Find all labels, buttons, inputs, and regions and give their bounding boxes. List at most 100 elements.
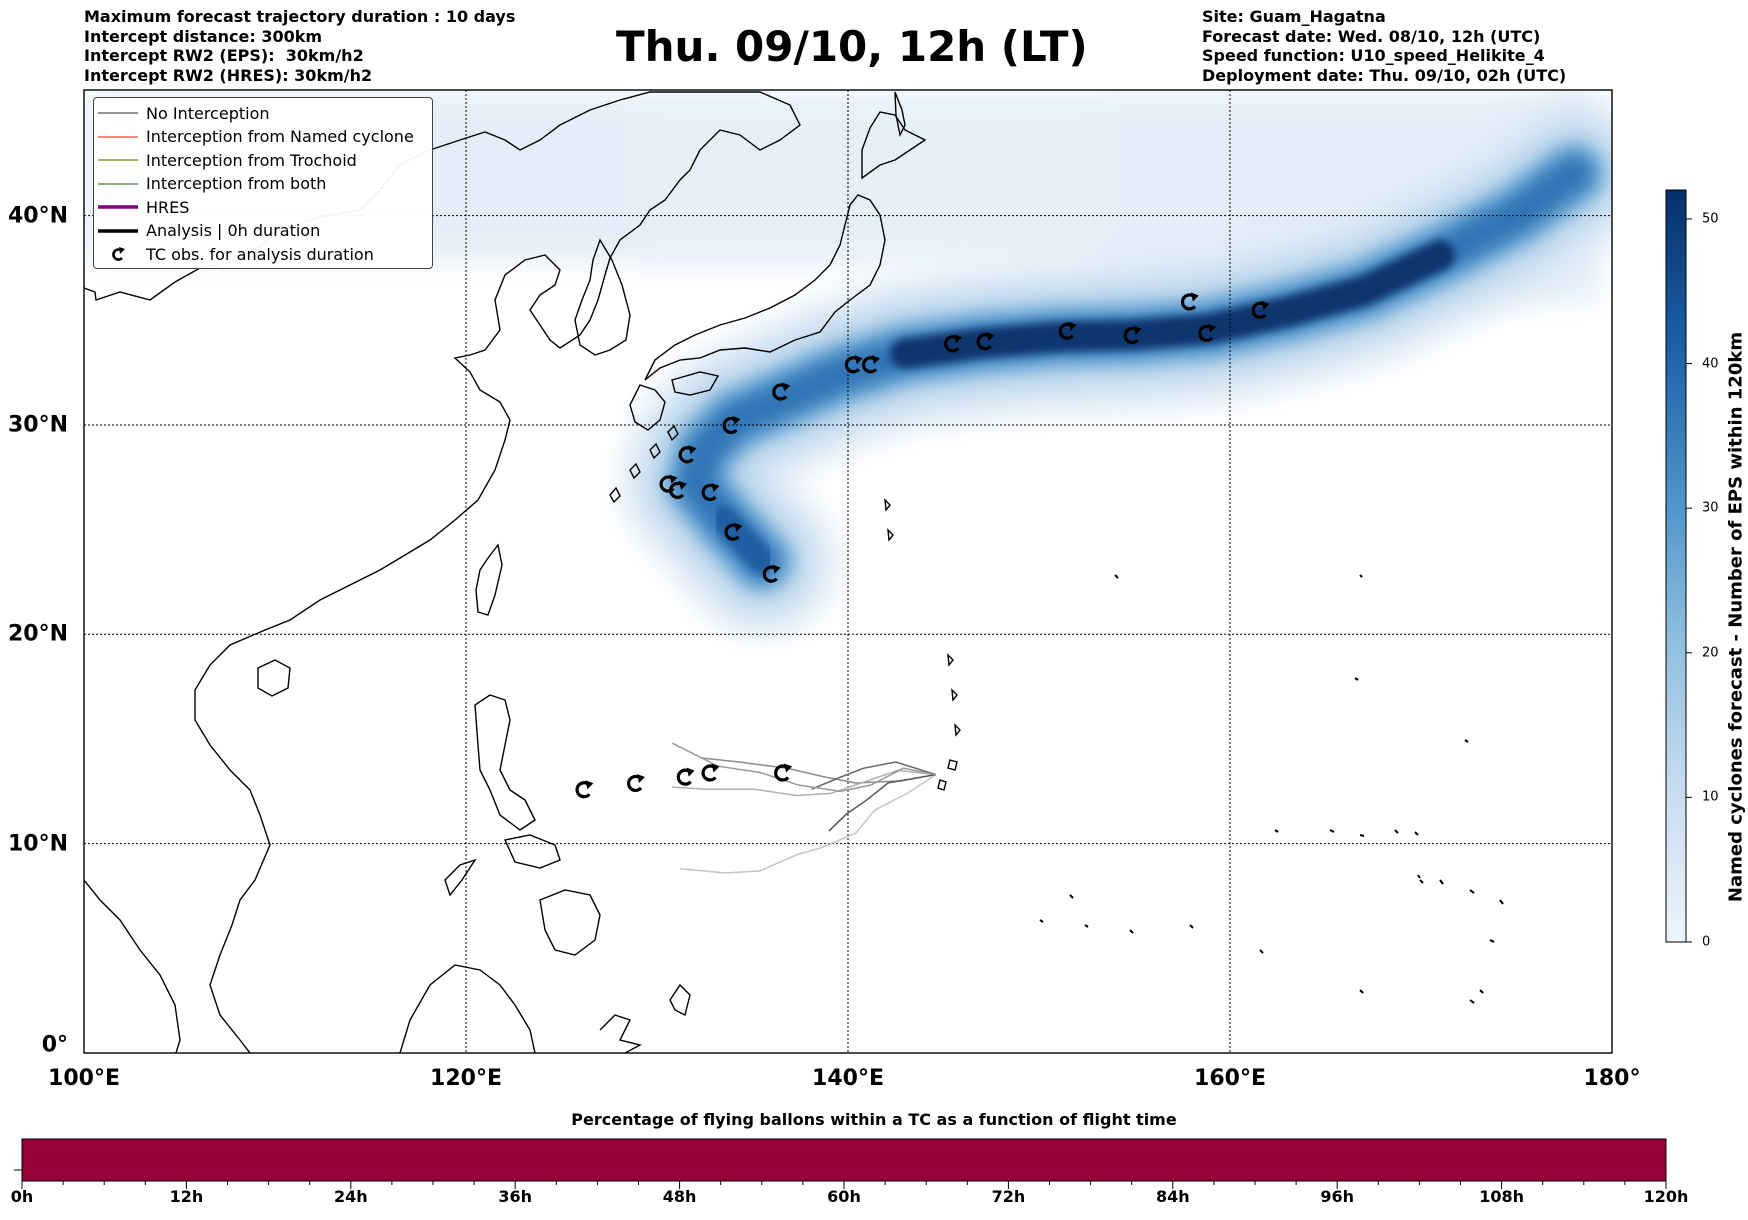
colorbar-tick-label: 20	[1702, 645, 1719, 661]
legend-label: Analysis | 0h duration	[146, 221, 321, 240]
tc-observation-marker	[772, 382, 791, 401]
legend-line-icon	[98, 102, 138, 124]
longitude-label: 100°E	[48, 1066, 120, 1091]
flight-time-label: 48h	[662, 1187, 697, 1206]
legend-entry: Interception from Trochoid	[94, 149, 357, 171]
latitude-label: 10°N	[7, 831, 68, 857]
tc-observation-marker	[575, 780, 594, 799]
site-name: Site: Guam_Hagatna	[1202, 7, 1386, 26]
coast-asia-mainland	[84, 91, 801, 1053]
param-duration: Maximum forecast trajectory duration : 1…	[84, 7, 516, 26]
tc-observation-marker	[774, 763, 793, 782]
tc-observation-marker	[844, 355, 863, 374]
legend-entry: Interception from both	[94, 173, 326, 195]
param-intercept-distance: Intercept distance: 300km	[84, 26, 323, 46]
colorbar-tick-label: 30	[1702, 500, 1719, 516]
tc-observation-marker	[944, 334, 963, 353]
site-info: Site: Guam_Hagatna Forecast date: Wed. 0…	[1202, 7, 1566, 85]
coast-mindanao	[539, 889, 601, 956]
trajectory-line	[828, 773, 936, 832]
density-field	[620, 98, 1612, 637]
flight-time-label: 12h	[169, 1187, 204, 1206]
trajectory-line	[679, 773, 937, 874]
coast-malay-peninsula	[84, 879, 181, 1053]
legend-line-icon	[98, 149, 138, 171]
tc-observation-marker	[627, 773, 645, 793]
coast-palawan	[444, 858, 477, 897]
legend-entry: HRES	[94, 196, 189, 218]
legend-label: HRES	[146, 197, 190, 217]
legend-label: No Interception	[146, 103, 270, 123]
page-title: Thu. 09/10, 12h (LT)	[616, 22, 1088, 71]
coast-taiwan	[475, 543, 503, 616]
coast-halmahera	[669, 983, 691, 1017]
density-core	[890, 240, 1456, 369]
coast-ryukyu-islands	[609, 424, 679, 504]
balloon-trajectories	[671, 742, 937, 874]
coast-borneo	[399, 964, 536, 1053]
param-rw2-hres: Intercept RW2 (HRES): 30km/h2	[84, 65, 373, 85]
forecast-date: Forecast date: Wed. 08/10, 12h (UTC)	[1202, 26, 1541, 46]
flight-time-label: 0h	[10, 1187, 34, 1206]
legend-label: Interception from Named cyclone	[146, 127, 414, 146]
flight-time-label: 108h	[1479, 1187, 1524, 1206]
tc-observation-marker	[701, 763, 720, 782]
flight-time-label: 84h	[1155, 1187, 1190, 1206]
coast-korea	[574, 238, 631, 356]
flight-time-label: 120h	[1643, 1187, 1689, 1206]
coast-mariana-islands	[937, 653, 961, 791]
coast-visayas	[503, 834, 561, 869]
tc-observation-marker	[1198, 323, 1217, 342]
coast-pacific-atolls	[1039, 574, 1504, 1004]
trajectory-line	[671, 742, 937, 793]
legend-line-icon	[98, 196, 138, 218]
speed-function: Speed function: U10_speed_Helikite_4	[1202, 46, 1545, 65]
colorbar	[1665, 189, 1687, 943]
tc-observation-marker	[1251, 300, 1270, 319]
bottom-chart-title: Percentage of flying ballons within a TC…	[571, 1110, 1177, 1129]
colorbar-label: Named cyclones forecast - Number of EPS …	[1725, 331, 1747, 903]
coast-luzon	[474, 694, 536, 831]
tc-observation-marker	[722, 415, 741, 435]
colorbar-ticks	[1686, 218, 1692, 943]
legend-line-icon	[98, 126, 138, 148]
flight-time-label: 72h	[991, 1187, 1026, 1206]
tc-observations	[575, 292, 1270, 799]
coast-japan-hokkaido	[861, 111, 927, 180]
tc-observation-marker	[659, 474, 678, 493]
longitude-label: 120°E	[430, 1066, 502, 1091]
colorbar-tick-label: 50	[1702, 211, 1719, 227]
flight-time-label: 96h	[1320, 1187, 1355, 1206]
colorbar-tick-label: 10	[1702, 789, 1719, 805]
tc-observation-marker	[724, 522, 743, 541]
tc-observation-marker	[676, 767, 695, 786]
legend-entry: No Interception	[94, 102, 270, 124]
longitude-label: 160°E	[1194, 1066, 1266, 1091]
coast-hainan	[257, 659, 291, 697]
flight-time-label: 36h	[498, 1187, 533, 1206]
flight-time-bar-chart	[14, 1138, 1667, 1189]
tc-observation-marker	[1058, 321, 1077, 340]
flight-time-label: 24h	[333, 1187, 368, 1206]
graticule	[84, 90, 1612, 1053]
coast-sakhalin	[894, 91, 906, 138]
flight-time-label: 60h	[827, 1187, 861, 1206]
tc-observation-marker	[1123, 325, 1142, 345]
legend-entry: TC obs. for analysis duration	[94, 243, 374, 265]
coast-sulawesi	[599, 1014, 642, 1053]
map-legend: No Interception Interception from Named c…	[93, 97, 433, 269]
legend-line-icon	[98, 173, 138, 195]
longitude-label: 140°E	[812, 1066, 884, 1091]
coast-izu-bonin-islands	[884, 498, 894, 542]
tc-observation-marker	[762, 564, 781, 583]
legend-label: TC obs. for analysis duration	[146, 244, 374, 264]
tc-marker-icon	[98, 243, 138, 265]
flight-time-bar	[21, 1138, 1667, 1182]
tc-observation-marker	[678, 445, 697, 464]
latitude-label: 0°	[41, 1032, 68, 1058]
latitude-label: 20°N	[7, 621, 68, 647]
legend-entry: Interception from Named cyclone	[94, 126, 414, 148]
legend-label: Interception from Trochoid	[146, 150, 357, 170]
flight-time-ticks	[21, 1181, 1667, 1189]
legend-label: Interception from both	[146, 174, 327, 193]
